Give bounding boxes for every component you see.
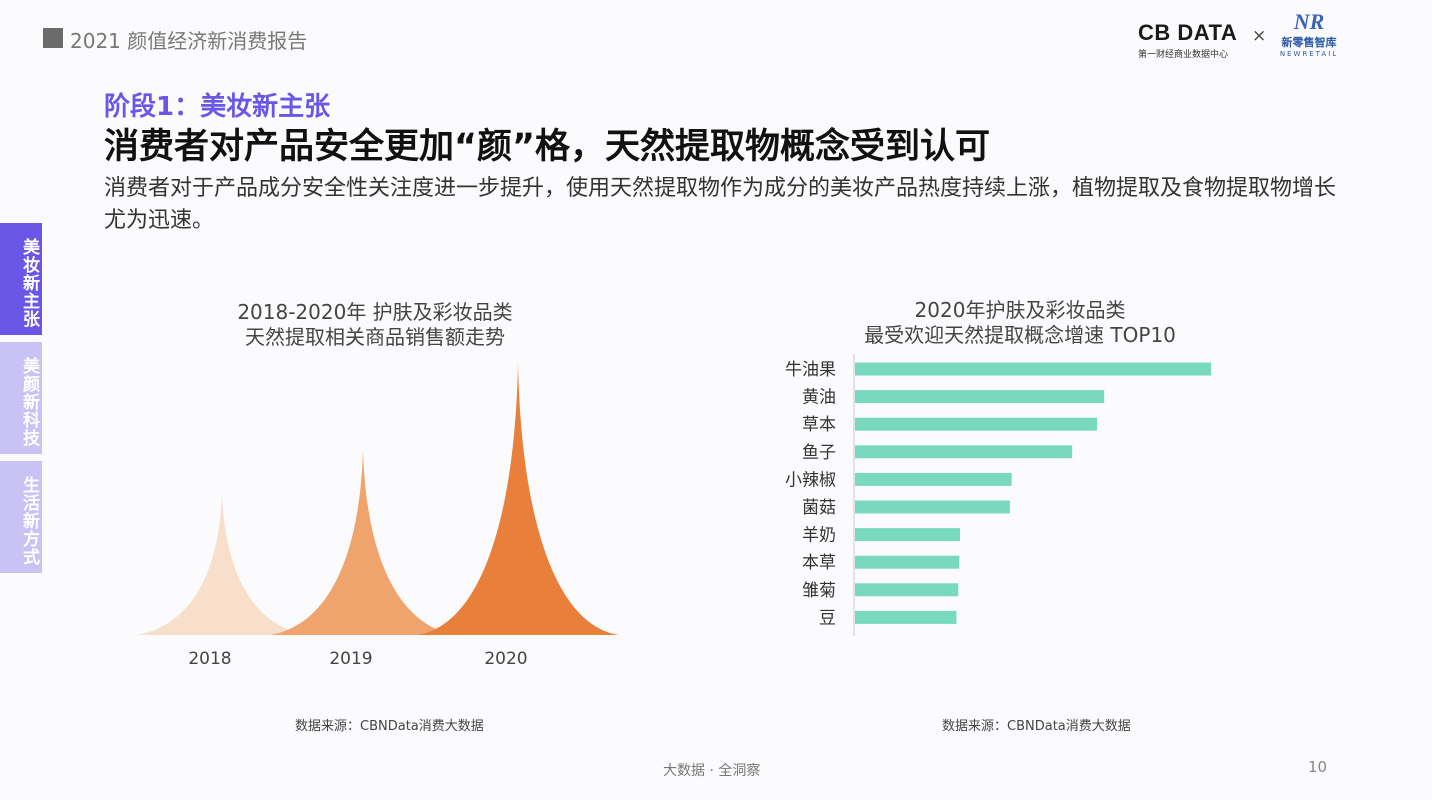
- x-tick-label: 2019: [329, 649, 372, 669]
- category-label: 羊奶: [802, 526, 836, 546]
- category-label: 菌菇: [802, 498, 836, 518]
- bar-雏菊: [855, 583, 959, 597]
- left-chart-title-line-2: 天然提取相关商品销售额走势: [245, 325, 505, 349]
- category-label: 小辣椒: [785, 470, 836, 490]
- right-chart-title-line-2: 最受欢迎天然提取概念增速 TOP10: [864, 323, 1176, 347]
- cbndata-logo-name: CB DATA: [1138, 20, 1238, 45]
- newretail-logo-mark: NR: [1293, 9, 1325, 34]
- right-chart-title-line-1: 2020年护肤及彩妆品类: [914, 298, 1126, 322]
- bar-羊奶: [855, 528, 961, 542]
- category-label: 本草: [802, 553, 836, 573]
- page-number: 10: [1308, 758, 1328, 776]
- x-tick-label: 2018: [188, 649, 231, 669]
- report-title: 2021 颜值经济新消费报告: [70, 29, 308, 53]
- page-description: 消费者对于产品成分安全性关注度进一步提升，使用天然提取物作为成分的美妆产品热度持…: [104, 176, 1337, 233]
- section-label: 阶段1：美妆新主张: [104, 92, 331, 122]
- cbndata-logo: CB DATA 第一财经商业数据中心: [1138, 20, 1237, 60]
- footer-slogan: 大数据 · 全洞察: [663, 763, 761, 779]
- page-headline: 消费者对产品安全更加“颜”格，天然提取物概念受到认可: [104, 127, 991, 167]
- left-chart-source: 数据来源：CBNData消费大数据: [295, 719, 484, 734]
- bar-菌菇: [855, 500, 1010, 514]
- header-square-icon: [43, 28, 63, 48]
- newretail-logo-cn: 新零售智库: [1281, 36, 1337, 49]
- x-tick-label: 2020: [484, 649, 527, 669]
- right-chart-title: 2020年护肤及彩妆品类 最受欢迎天然提取概念增速 TOP10: [820, 298, 1220, 348]
- newretail-logo-en: NEWRETAIL: [1279, 50, 1339, 58]
- category-label: 牛油果: [785, 360, 836, 380]
- side-tab-lifestyle[interactable]: 生活新方式: [0, 461, 42, 573]
- side-tab-beauty-technology[interactable]: 美颜新科技: [0, 342, 42, 454]
- category-label: 草本: [802, 415, 836, 435]
- bar-黄油: [855, 390, 1105, 404]
- side-tab-beauty-proposition[interactable]: 美妆新主张: [0, 223, 42, 335]
- area-peak-2019: [270, 450, 456, 635]
- bar-小辣椒: [855, 472, 1012, 486]
- category-label: 雏菊: [802, 581, 836, 601]
- left-chart-title-line-1: 2018-2020年 护肤及彩妆品类: [237, 300, 513, 324]
- bar-牛油果: [855, 362, 1211, 376]
- bar-鱼子: [855, 445, 1073, 459]
- category-label: 黄油: [802, 388, 836, 408]
- newretail-logo: NR 新零售智库 NEWRETAIL: [1276, 9, 1342, 59]
- category-label: 豆: [819, 608, 836, 628]
- left-chart-title: 2018-2020年 护肤及彩妆品类 天然提取相关商品销售额走势: [175, 300, 575, 350]
- area-peak-2020: [417, 363, 619, 635]
- area-peak-2018: [137, 493, 307, 635]
- logo-cross: ×: [1252, 26, 1267, 46]
- sales-trend-chart: 2018 2019 2020: [137, 363, 619, 669]
- bar-本草: [855, 555, 960, 569]
- right-chart-source: 数据来源：CBNData消费大数据: [942, 719, 1131, 734]
- cbndata-logo-sub: 第一财经商业数据中心: [1138, 50, 1229, 60]
- category-label: 鱼子: [802, 443, 836, 463]
- bar-豆: [855, 610, 957, 624]
- bar-草本: [855, 417, 1098, 431]
